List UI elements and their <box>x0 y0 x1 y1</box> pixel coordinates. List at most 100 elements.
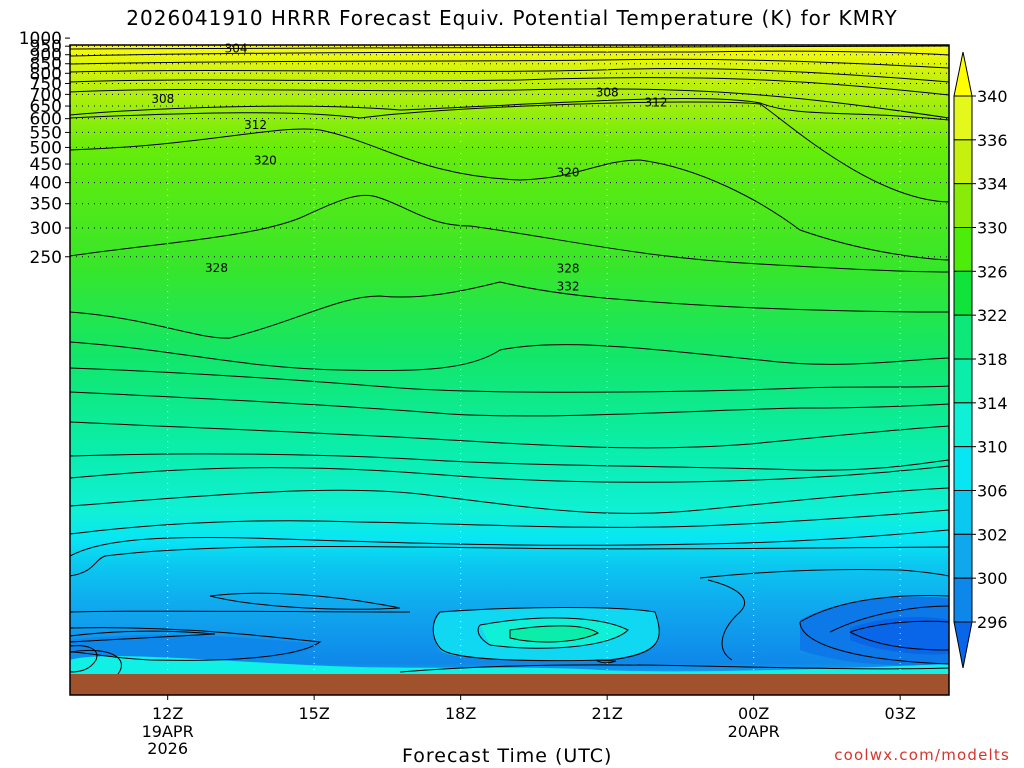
contour-line <box>399 664 950 673</box>
contour-line <box>69 68 950 83</box>
credit-link[interactable]: coolwx.com/modelts <box>834 746 1010 764</box>
contour-line <box>69 610 411 613</box>
y-tick-label: 250 <box>30 248 62 268</box>
x-tick-label: 12Z <box>152 704 183 723</box>
y-axis: 250 300 3504004505005506006507007508008509… <box>19 29 70 268</box>
contour-line <box>69 453 950 471</box>
contour-line <box>509 625 599 643</box>
colorbar-label: 322 <box>977 306 1008 325</box>
colorbar-label: 340 <box>977 87 1008 106</box>
contour-line <box>69 487 950 514</box>
x-tick-label: 03Z <box>885 704 916 723</box>
colorbar-swatch <box>953 577 973 623</box>
contour-line <box>69 58 950 69</box>
colorbar-swatch <box>953 358 973 404</box>
colorbar-label: 334 <box>977 175 1008 194</box>
colorbar-label: 336 <box>977 131 1008 150</box>
y-tick-label: 900 <box>30 46 62 66</box>
contour-label: 320 <box>557 166 580 180</box>
contour-line <box>69 529 950 557</box>
ground-strip <box>70 674 949 695</box>
contour-region <box>70 634 320 662</box>
contour-labels: 332 328 328 320 320 312 312 308 308 304 <box>151 42 668 294</box>
contour-region <box>510 625 598 643</box>
y-tick-label: 750 <box>30 74 62 94</box>
contour-line <box>69 98 950 121</box>
contour-line <box>69 194 950 273</box>
x-tick-label: 15Z <box>299 704 330 723</box>
x-axis-title: Forecast Time (UTC) <box>402 745 613 767</box>
contour-label: 312 <box>244 118 267 132</box>
contour-line <box>69 281 950 339</box>
x-tick-sublabel: 2026 <box>147 739 188 758</box>
colorbar-swatch <box>953 95 973 141</box>
colorbar-label: 310 <box>977 438 1008 457</box>
colorbar-swatch <box>953 402 973 448</box>
colorbar-swatch <box>953 490 973 535</box>
y-tick-label: 400 <box>30 174 62 194</box>
contour-line <box>69 77 950 96</box>
contour-line <box>799 621 950 665</box>
contour-line <box>69 509 950 535</box>
colorbar-label: 330 <box>977 219 1008 238</box>
contour-line <box>595 659 617 664</box>
colorbar-label: 302 <box>977 525 1008 544</box>
plot-frame <box>69 44 950 696</box>
contour-line <box>69 88 950 119</box>
y-tick-label: 950 <box>30 37 62 57</box>
colorbar-swatch <box>953 446 973 491</box>
colorbar-label: 300 <box>977 569 1008 588</box>
y-tick-label: 350 <box>30 195 62 215</box>
colorbar-label: 306 <box>977 482 1008 501</box>
contour-line <box>69 545 950 577</box>
y-tick-label: 700 <box>30 85 62 105</box>
contour-line <box>69 627 322 661</box>
contour-line <box>69 128 950 261</box>
y-tick-label: 650 <box>30 97 62 117</box>
y-tick-label: 850 <box>30 55 62 75</box>
colorbar-label: 326 <box>977 262 1008 281</box>
contour-field <box>70 45 949 695</box>
contour-line <box>69 391 950 417</box>
contour-line <box>849 620 950 651</box>
contour-label: 328 <box>557 262 580 276</box>
contour-label: 312 <box>645 95 668 109</box>
contour-region <box>70 656 949 674</box>
colorbar-top-cap <box>953 51 973 97</box>
colorbar-swatch <box>953 270 973 316</box>
y-tick-label: 550 <box>30 123 62 143</box>
contour-line <box>69 421 950 449</box>
colorbar-swatch <box>953 227 973 272</box>
colorbar-swatch <box>953 533 973 579</box>
contour-line <box>829 605 950 633</box>
y-tick-label: 500 <box>30 138 62 158</box>
colorbar-label: 296 <box>977 613 1008 632</box>
y-tick-label: 300 <box>30 219 62 239</box>
pressure-gridlines <box>70 45 949 258</box>
contour-line <box>69 645 98 673</box>
colorbar-swatch <box>953 139 973 185</box>
contour-label: 328 <box>205 261 228 275</box>
contour-line <box>69 341 950 372</box>
contour-label: 308 <box>151 92 174 106</box>
contour-line <box>477 617 629 649</box>
contour-label: 304 <box>225 42 248 56</box>
contour-line <box>209 592 401 610</box>
colorbar: 340 336 334 330 326 322 318 314 310 306 302 300 296 <box>953 51 1008 669</box>
contour-label: 320 <box>254 154 277 168</box>
contour-label: 332 <box>557 280 580 294</box>
colorbar-label: 314 <box>977 394 1008 413</box>
y-tick-label: 1000 <box>19 29 62 49</box>
x-tick-label: 21Z <box>592 704 623 723</box>
contour-line <box>707 579 745 661</box>
contour-line <box>699 568 950 579</box>
colorbar-bottom-cap <box>953 621 973 669</box>
contour-line <box>432 607 660 662</box>
chart-title: 2026041910 HRRR Forecast Equiv. Potentia… <box>126 6 898 30</box>
contour-region <box>850 617 949 655</box>
colorbar-swatch <box>953 314 973 360</box>
y-tick-label: 600 <box>30 110 62 130</box>
contour-line <box>799 595 950 623</box>
